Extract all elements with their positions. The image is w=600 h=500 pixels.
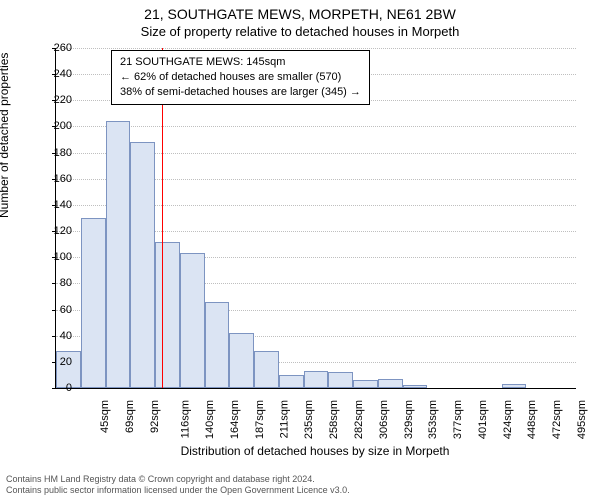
plot-area: 21 SOUTHGATE MEWS: 145sqm← 62% of detach… — [55, 48, 576, 389]
bar — [328, 372, 353, 388]
x-tick-label: 306sqm — [378, 400, 390, 439]
x-tick-label: 353sqm — [427, 400, 439, 439]
x-tick-label: 329sqm — [403, 400, 415, 439]
annotation-line: ← 62% of detached houses are smaller (57… — [120, 70, 361, 85]
bar — [378, 379, 403, 388]
x-tick-label: 211sqm — [278, 400, 290, 438]
bar — [155, 242, 180, 388]
bar — [229, 333, 254, 388]
x-tick-label: 448sqm — [526, 400, 538, 439]
y-tick-label: 160 — [32, 173, 72, 185]
x-tick-label: 282sqm — [353, 400, 365, 439]
y-tick-label: 180 — [32, 147, 72, 159]
bar — [106, 121, 131, 388]
chart-container: 21, SOUTHGATE MEWS, MORPETH, NE61 2BW Si… — [0, 0, 600, 500]
y-tick-label: 20 — [32, 356, 72, 368]
bar — [130, 142, 155, 388]
y-tick-label: 80 — [32, 277, 72, 289]
x-tick-label: 164sqm — [229, 400, 241, 439]
y-tick-label: 140 — [32, 199, 72, 211]
chart-title-main: 21, SOUTHGATE MEWS, MORPETH, NE61 2BW — [0, 6, 600, 22]
footer-line: Contains public sector information licen… — [6, 485, 350, 496]
bar — [254, 351, 279, 388]
x-tick-label: 472sqm — [551, 400, 563, 439]
y-tick-label: 120 — [32, 225, 72, 237]
x-tick-label: 258sqm — [328, 400, 340, 439]
x-tick-label: 116sqm — [179, 400, 191, 438]
footer-attribution: Contains HM Land Registry data © Crown c… — [6, 474, 350, 496]
y-axis-label: Number of detached properties — [0, 53, 11, 218]
x-tick-label: 235sqm — [304, 400, 316, 439]
x-tick-label: 69sqm — [124, 400, 136, 433]
bar — [502, 384, 527, 388]
bar — [205, 302, 230, 388]
x-axis-label: Distribution of detached houses by size … — [55, 444, 575, 458]
y-tick-label: 40 — [32, 330, 72, 342]
x-tick-label: 187sqm — [254, 400, 266, 439]
bar — [304, 371, 329, 388]
y-tick-label: 240 — [32, 68, 72, 80]
y-tick-label: 220 — [32, 94, 72, 106]
bar — [403, 385, 428, 388]
y-tick-label: 0 — [32, 382, 72, 394]
x-tick-label: 140sqm — [205, 400, 217, 439]
gridline — [56, 48, 576, 49]
y-tick-label: 60 — [32, 304, 72, 316]
bar — [353, 380, 378, 388]
annotation-line: 21 SOUTHGATE MEWS: 145sqm — [120, 55, 361, 70]
x-tick-label: 45sqm — [99, 400, 111, 433]
x-tick-label: 377sqm — [452, 400, 464, 439]
y-tick-label: 100 — [32, 251, 72, 263]
bar — [81, 218, 106, 388]
footer-line: Contains HM Land Registry data © Crown c… — [6, 474, 350, 485]
x-tick-label: 92sqm — [149, 400, 161, 433]
bar — [180, 253, 205, 388]
x-tick-label: 424sqm — [502, 400, 514, 439]
x-tick-label: 401sqm — [477, 400, 489, 439]
chart-title-sub: Size of property relative to detached ho… — [0, 24, 600, 39]
bar — [279, 375, 304, 388]
y-tick-label: 260 — [32, 42, 72, 54]
gridline — [56, 126, 576, 127]
y-tick-label: 200 — [32, 120, 72, 132]
annotation-line: 38% of semi-detached houses are larger (… — [120, 85, 361, 100]
x-tick-label: 495sqm — [576, 400, 588, 439]
annotation-box: 21 SOUTHGATE MEWS: 145sqm← 62% of detach… — [111, 50, 370, 105]
